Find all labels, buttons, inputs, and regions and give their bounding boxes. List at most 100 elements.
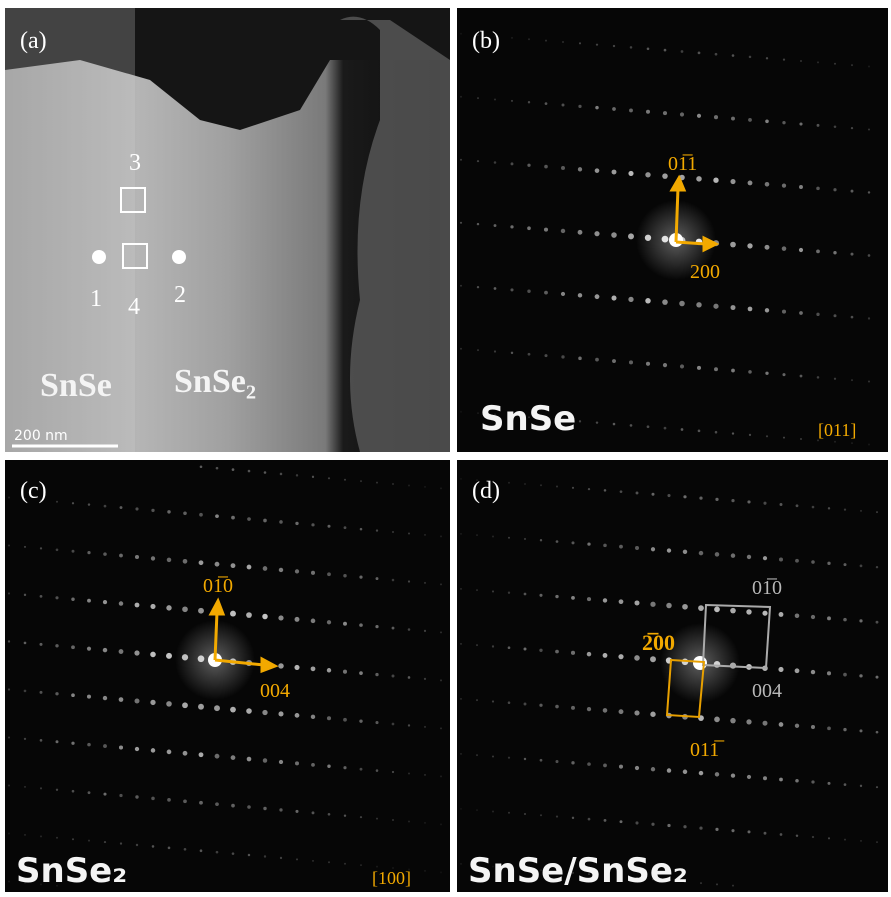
spot [561, 229, 565, 233]
index-label: 2̅00 [642, 630, 675, 655]
spot [494, 161, 497, 164]
spot [782, 373, 785, 376]
spot [795, 779, 799, 783]
panel-a: (a) 3 1 4 2 SnSe SnSe₂ 200 nm [5, 8, 450, 452]
marker: 1 [90, 286, 102, 312]
spot [167, 510, 170, 513]
spot [619, 599, 624, 604]
spot [476, 644, 478, 646]
spot [119, 554, 123, 558]
spot [508, 482, 510, 484]
spot [647, 47, 650, 50]
spot [230, 707, 236, 713]
spot [103, 696, 107, 700]
spot [119, 649, 124, 654]
spot [868, 128, 870, 130]
spot [650, 602, 655, 607]
spot [834, 314, 837, 317]
spot [730, 179, 735, 184]
spot [603, 544, 607, 548]
spot [440, 535, 442, 537]
spot [816, 249, 820, 253]
spot [440, 871, 442, 873]
spot [8, 496, 10, 498]
spot [166, 653, 172, 659]
spot [828, 507, 830, 509]
spot [492, 645, 494, 647]
spot [780, 503, 783, 506]
spot [578, 293, 582, 297]
spot [311, 715, 315, 719]
marker: 3 [129, 150, 141, 176]
phase-label: SnSe₂ [174, 363, 256, 400]
spot [851, 127, 853, 129]
spot [262, 614, 267, 619]
spot [511, 100, 513, 102]
spot [539, 594, 542, 597]
spot [604, 819, 607, 822]
spot [714, 367, 718, 371]
spot [424, 630, 426, 632]
spot [765, 245, 770, 250]
spot [199, 560, 204, 565]
spot [524, 758, 526, 760]
spot [812, 506, 815, 509]
spot [571, 651, 575, 655]
spot [651, 823, 654, 826]
spot [87, 551, 90, 554]
spot [460, 159, 462, 161]
spot [811, 615, 815, 619]
spot [72, 838, 74, 840]
spot [763, 556, 767, 560]
spot [295, 522, 298, 525]
spot [630, 424, 633, 427]
spot [731, 117, 735, 121]
spot [247, 565, 252, 570]
spot [834, 63, 836, 65]
spot [587, 762, 591, 766]
spot [748, 370, 752, 374]
spot [783, 59, 785, 61]
spot [611, 296, 616, 301]
spot [231, 516, 235, 520]
spot [715, 828, 718, 831]
spot [88, 791, 91, 794]
spot [56, 548, 59, 551]
spot [88, 503, 90, 505]
spot [492, 700, 494, 702]
spot [799, 122, 802, 125]
spot [579, 420, 581, 422]
spot [278, 615, 283, 620]
spot [544, 165, 548, 169]
spot [424, 486, 426, 488]
spot [55, 596, 58, 599]
spot [460, 33, 462, 35]
spot [135, 555, 139, 559]
spot [511, 352, 513, 354]
spot [40, 547, 42, 549]
spot [595, 294, 600, 299]
spot [715, 772, 719, 776]
spot [527, 226, 531, 230]
spot [460, 478, 462, 480]
spot [698, 605, 704, 611]
spot [492, 755, 494, 757]
spot [72, 550, 75, 553]
spot [747, 830, 750, 833]
spot [343, 718, 347, 722]
spot [440, 487, 442, 489]
spot [828, 782, 831, 785]
spot [779, 778, 783, 782]
spot [544, 228, 548, 232]
spot [766, 435, 768, 437]
spot [215, 514, 219, 518]
spot [279, 808, 282, 811]
spot [376, 769, 379, 772]
spot [698, 51, 701, 54]
spot [827, 562, 830, 565]
spot [296, 474, 298, 476]
spot [343, 622, 347, 626]
spot [327, 668, 331, 672]
spot [646, 110, 650, 114]
spot [748, 180, 753, 185]
